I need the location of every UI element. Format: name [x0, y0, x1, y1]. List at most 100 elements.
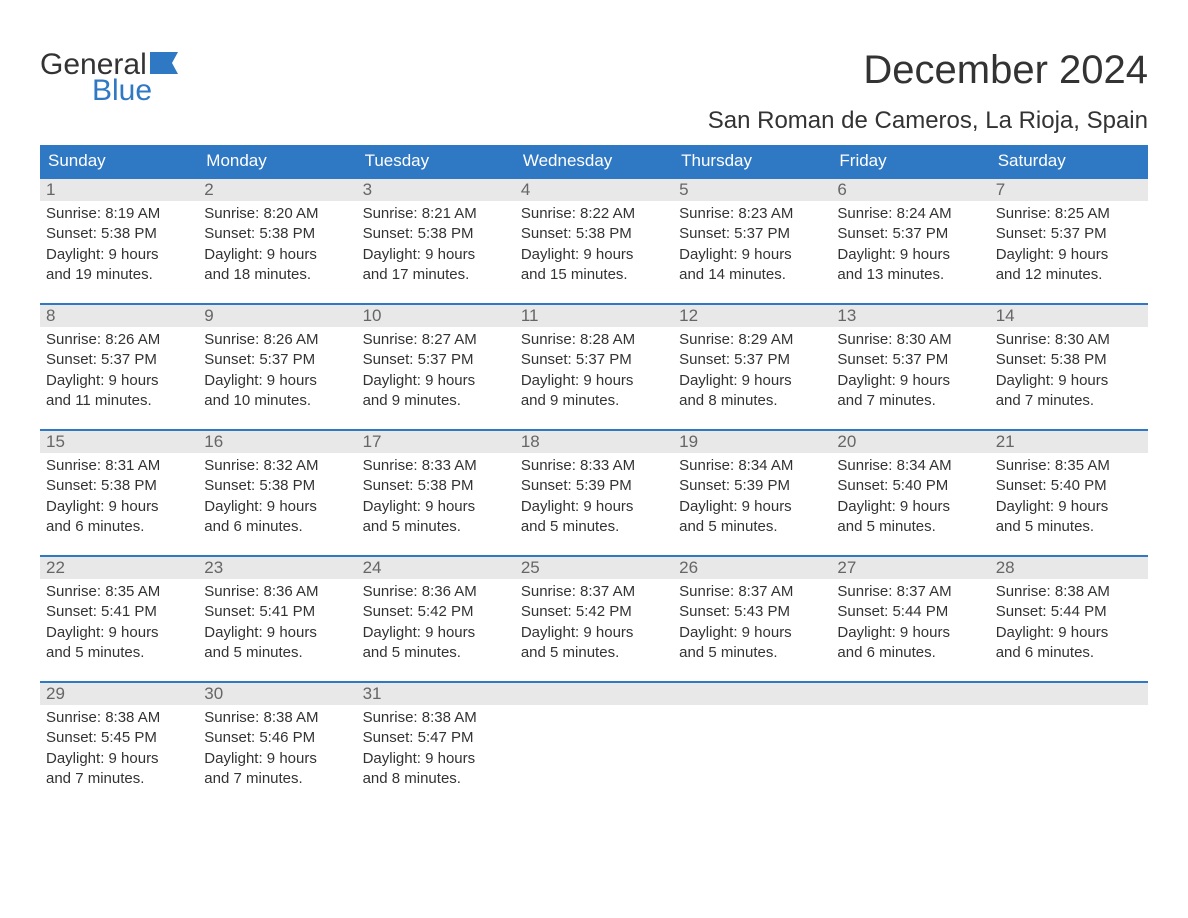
sunrise-line: Sunrise: 8:35 AM — [46, 582, 192, 602]
day-cell: 8Sunrise: 8:26 AMSunset: 5:37 PMDaylight… — [40, 305, 198, 429]
day-body: Sunrise: 8:34 AMSunset: 5:39 PMDaylight:… — [673, 453, 831, 543]
daylight-line: and 18 minutes. — [204, 265, 350, 285]
day-number: 9 — [198, 305, 356, 327]
title-block: December 2024 San Roman de Cameros, La R… — [708, 48, 1148, 135]
day-number: 18 — [515, 431, 673, 453]
daylight-line: Daylight: 9 hours — [363, 245, 509, 265]
sunset-line: Sunset: 5:40 PM — [837, 476, 983, 496]
sunset-line: Sunset: 5:38 PM — [521, 224, 667, 244]
day-number: 17 — [357, 431, 515, 453]
logo-text-blue: Blue — [92, 74, 152, 108]
daylight-line: Daylight: 9 hours — [679, 245, 825, 265]
sunrise-line: Sunrise: 8:25 AM — [996, 204, 1142, 224]
sunset-line: Sunset: 5:40 PM — [996, 476, 1142, 496]
day-body: Sunrise: 8:26 AMSunset: 5:37 PMDaylight:… — [40, 327, 198, 417]
day-number: 1 — [40, 179, 198, 201]
day-number: 12 — [673, 305, 831, 327]
daylight-line: Daylight: 9 hours — [521, 623, 667, 643]
day-cell: 14Sunrise: 8:30 AMSunset: 5:38 PMDayligh… — [990, 305, 1148, 429]
daylight-line: and 5 minutes. — [521, 517, 667, 537]
day-cell: 26Sunrise: 8:37 AMSunset: 5:43 PMDayligh… — [673, 557, 831, 681]
sunset-line: Sunset: 5:37 PM — [204, 350, 350, 370]
sunset-line: Sunset: 5:37 PM — [521, 350, 667, 370]
daylight-line: and 5 minutes. — [837, 517, 983, 537]
day-number: 13 — [831, 305, 989, 327]
daylight-line: and 5 minutes. — [679, 643, 825, 663]
location-label: San Roman de Cameros, La Rioja, Spain — [708, 107, 1148, 135]
sunset-line: Sunset: 5:38 PM — [363, 476, 509, 496]
day-number: . — [831, 683, 989, 705]
day-body: Sunrise: 8:19 AMSunset: 5:38 PMDaylight:… — [40, 201, 198, 291]
daylight-line: Daylight: 9 hours — [996, 497, 1142, 517]
daylight-line: Daylight: 9 hours — [204, 623, 350, 643]
day-number: 28 — [990, 557, 1148, 579]
day-number: . — [990, 683, 1148, 705]
daylight-line: Daylight: 9 hours — [363, 749, 509, 769]
day-cell: 22Sunrise: 8:35 AMSunset: 5:41 PMDayligh… — [40, 557, 198, 681]
sunset-line: Sunset: 5:41 PM — [204, 602, 350, 622]
daylight-line: Daylight: 9 hours — [363, 497, 509, 517]
header: General Blue December 2024 San Roman de … — [40, 48, 1148, 135]
day-body: Sunrise: 8:38 AMSunset: 5:46 PMDaylight:… — [198, 705, 356, 795]
sunrise-line: Sunrise: 8:38 AM — [363, 708, 509, 728]
day-number: 20 — [831, 431, 989, 453]
week-row: 29Sunrise: 8:38 AMSunset: 5:45 PMDayligh… — [40, 681, 1148, 807]
day-number: 27 — [831, 557, 989, 579]
daylight-line: Daylight: 9 hours — [204, 371, 350, 391]
day-body: Sunrise: 8:24 AMSunset: 5:37 PMDaylight:… — [831, 201, 989, 291]
day-number: 21 — [990, 431, 1148, 453]
day-number: 2 — [198, 179, 356, 201]
day-cell: 19Sunrise: 8:34 AMSunset: 5:39 PMDayligh… — [673, 431, 831, 555]
day-cell: 24Sunrise: 8:36 AMSunset: 5:42 PMDayligh… — [357, 557, 515, 681]
day-body: Sunrise: 8:20 AMSunset: 5:38 PMDaylight:… — [198, 201, 356, 291]
sunset-line: Sunset: 5:37 PM — [46, 350, 192, 370]
daylight-line: and 8 minutes. — [679, 391, 825, 411]
daylight-line: and 11 minutes. — [46, 391, 192, 411]
daylight-line: Daylight: 9 hours — [837, 497, 983, 517]
daylight-line: and 10 minutes. — [204, 391, 350, 411]
day-number: 6 — [831, 179, 989, 201]
sunrise-line: Sunrise: 8:29 AM — [679, 330, 825, 350]
week-row: 1Sunrise: 8:19 AMSunset: 5:38 PMDaylight… — [40, 177, 1148, 303]
sunrise-line: Sunrise: 8:31 AM — [46, 456, 192, 476]
sunrise-line: Sunrise: 8:36 AM — [204, 582, 350, 602]
day-cell: 23Sunrise: 8:36 AMSunset: 5:41 PMDayligh… — [198, 557, 356, 681]
sunset-line: Sunset: 5:39 PM — [679, 476, 825, 496]
day-cell: 5Sunrise: 8:23 AMSunset: 5:37 PMDaylight… — [673, 179, 831, 303]
day-cell: 17Sunrise: 8:33 AMSunset: 5:38 PMDayligh… — [357, 431, 515, 555]
day-body: Sunrise: 8:23 AMSunset: 5:37 PMDaylight:… — [673, 201, 831, 291]
sunrise-line: Sunrise: 8:30 AM — [837, 330, 983, 350]
day-cell: 6Sunrise: 8:24 AMSunset: 5:37 PMDaylight… — [831, 179, 989, 303]
weekday-header: Friday — [831, 145, 989, 177]
sunset-line: Sunset: 5:37 PM — [996, 224, 1142, 244]
day-number: 24 — [357, 557, 515, 579]
sunrise-line: Sunrise: 8:34 AM — [679, 456, 825, 476]
daylight-line: and 17 minutes. — [363, 265, 509, 285]
flag-icon — [150, 52, 178, 79]
sunset-line: Sunset: 5:37 PM — [679, 224, 825, 244]
sunset-line: Sunset: 5:38 PM — [996, 350, 1142, 370]
daylight-line: Daylight: 9 hours — [679, 623, 825, 643]
daylight-line: and 12 minutes. — [996, 265, 1142, 285]
day-body: Sunrise: 8:25 AMSunset: 5:37 PMDaylight:… — [990, 201, 1148, 291]
weekday-header: Saturday — [990, 145, 1148, 177]
sunrise-line: Sunrise: 8:21 AM — [363, 204, 509, 224]
day-number: 30 — [198, 683, 356, 705]
day-cell: 12Sunrise: 8:29 AMSunset: 5:37 PMDayligh… — [673, 305, 831, 429]
day-cell: 3Sunrise: 8:21 AMSunset: 5:38 PMDaylight… — [357, 179, 515, 303]
day-number: 11 — [515, 305, 673, 327]
calendar: SundayMondayTuesdayWednesdayThursdayFrid… — [40, 145, 1148, 807]
day-cell: 9Sunrise: 8:26 AMSunset: 5:37 PMDaylight… — [198, 305, 356, 429]
day-number: 8 — [40, 305, 198, 327]
sunrise-line: Sunrise: 8:38 AM — [996, 582, 1142, 602]
sunset-line: Sunset: 5:38 PM — [363, 224, 509, 244]
day-body: Sunrise: 8:30 AMSunset: 5:38 PMDaylight:… — [990, 327, 1148, 417]
day-number: 14 — [990, 305, 1148, 327]
day-number: 29 — [40, 683, 198, 705]
daylight-line: Daylight: 9 hours — [837, 245, 983, 265]
day-body: Sunrise: 8:32 AMSunset: 5:38 PMDaylight:… — [198, 453, 356, 543]
day-body: Sunrise: 8:28 AMSunset: 5:37 PMDaylight:… — [515, 327, 673, 417]
day-body: Sunrise: 8:31 AMSunset: 5:38 PMDaylight:… — [40, 453, 198, 543]
sunrise-line: Sunrise: 8:22 AM — [521, 204, 667, 224]
sunrise-line: Sunrise: 8:35 AM — [996, 456, 1142, 476]
